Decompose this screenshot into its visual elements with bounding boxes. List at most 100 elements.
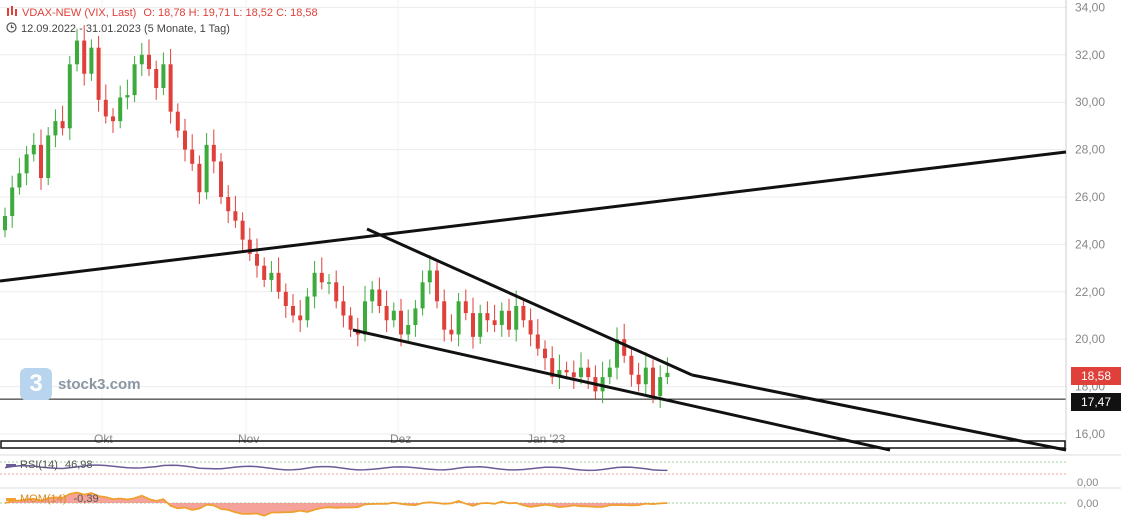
candle-body <box>622 339 627 356</box>
candle-body <box>514 306 519 330</box>
candle-body <box>658 377 663 397</box>
candle-body <box>579 367 583 378</box>
candle-body <box>586 367 591 378</box>
candle-body <box>600 377 605 392</box>
candle-body <box>53 121 58 136</box>
candle-body <box>435 270 439 302</box>
last-price-badge: 18,58 <box>1071 367 1121 385</box>
candle-body <box>233 211 238 221</box>
candle-body <box>204 144 209 193</box>
candle-body <box>17 173 22 188</box>
candle-body <box>564 370 569 373</box>
mom-axis-label: 0,00 <box>1077 498 1098 510</box>
x-tick-label: Okt <box>94 432 113 446</box>
candle-body <box>442 301 447 330</box>
grid-lines <box>0 0 1066 446</box>
candle-body <box>247 239 252 254</box>
y-tick-label: 30,00 <box>1075 95 1105 109</box>
chart-header: VDAX-NEW (VIX, Last) O: 18,78 H: 19,71 L… <box>6 6 318 20</box>
candle-body <box>82 40 87 74</box>
trendlines <box>0 150 1067 452</box>
candle-body <box>557 370 562 378</box>
candle-body <box>615 339 619 368</box>
candle-body <box>456 301 461 335</box>
candle-body <box>154 69 159 88</box>
trendline <box>691 373 1067 452</box>
horizontal-line-badge: 17,47 <box>1071 393 1121 411</box>
candle-body <box>651 367 655 397</box>
candle-body <box>521 306 526 321</box>
candle-body <box>463 301 468 314</box>
stock3-logo-icon: 3 <box>20 368 52 400</box>
candle-body <box>535 334 540 349</box>
candle-body <box>420 282 425 309</box>
rsi-value: 46,98 <box>64 459 93 471</box>
candle-body <box>31 144 36 155</box>
y-tick-label: 20,00 <box>1075 332 1105 346</box>
candle-body <box>10 187 15 216</box>
mom-label: MOM(14) -0,39 <box>6 493 99 505</box>
time-axis-band <box>0 440 1066 449</box>
candle-body <box>183 130 187 150</box>
clock-icon <box>6 22 17 36</box>
candle-body <box>485 313 490 321</box>
candle-body <box>111 116 115 122</box>
candle-body <box>161 64 166 88</box>
rsi-label: RSI(14) 46,98 <box>6 459 93 471</box>
candle-body <box>283 291 288 307</box>
candle-body <box>319 272 324 283</box>
candle-body <box>528 320 533 335</box>
candle-body <box>255 253 259 266</box>
candle-body <box>629 355 634 375</box>
candle-body <box>607 367 612 378</box>
candle-body <box>60 121 65 129</box>
x-tick-label: Dez <box>390 432 411 446</box>
brand-name: stock3.com <box>58 376 141 393</box>
candle-body <box>118 97 123 122</box>
rsi-panel: 0,00 <box>0 454 1121 489</box>
candle-body <box>240 220 245 240</box>
rsi-legend-icon <box>6 463 16 467</box>
y-tick-label: 34,00 <box>1075 0 1105 14</box>
trendline <box>366 227 693 377</box>
candle-body <box>665 372 670 378</box>
candle-body <box>168 64 173 112</box>
candle-body <box>298 315 303 321</box>
candle-body <box>262 265 267 280</box>
candle-body <box>507 310 511 330</box>
candle-body <box>471 313 475 337</box>
candle-body <box>636 374 641 385</box>
date-range: 12.09.2022 - 31.01.2023 (5 Monate, 1 Tag… <box>6 22 230 36</box>
x-tick-label: Nov <box>238 432 259 446</box>
candle-body <box>492 320 497 325</box>
candle-body <box>478 313 483 337</box>
candle-body <box>384 306 389 321</box>
candle-body <box>3 215 7 231</box>
mom-area <box>5 492 668 516</box>
candle-body <box>406 324 411 335</box>
trendline <box>352 328 891 452</box>
candle-body <box>341 301 346 316</box>
candle-body <box>269 272 274 280</box>
candle-body <box>39 144 43 179</box>
candle-body <box>427 270 432 283</box>
mom-value: -0,39 <box>73 493 99 505</box>
candle-body <box>291 306 295 316</box>
candle-body <box>643 367 648 385</box>
candle-body <box>348 315 353 330</box>
rsi-axis-label: 0,00 <box>1077 477 1098 489</box>
candle-body <box>219 161 223 197</box>
ohlc-values: O: 18,78 H: 19,71 L: 18,52 C: 18,58 <box>143 6 318 19</box>
candle-body <box>24 154 29 174</box>
candle-body <box>226 197 231 212</box>
y-tick-label: 28,00 <box>1075 143 1105 157</box>
mom-name: MOM(14) <box>20 493 67 505</box>
candle-body <box>327 282 331 284</box>
candle-body <box>96 47 101 100</box>
candle-body <box>377 289 382 307</box>
candlesticks <box>3 25 670 408</box>
candle-body <box>543 348 547 359</box>
candle-body <box>363 301 367 335</box>
candle-body <box>67 64 72 129</box>
